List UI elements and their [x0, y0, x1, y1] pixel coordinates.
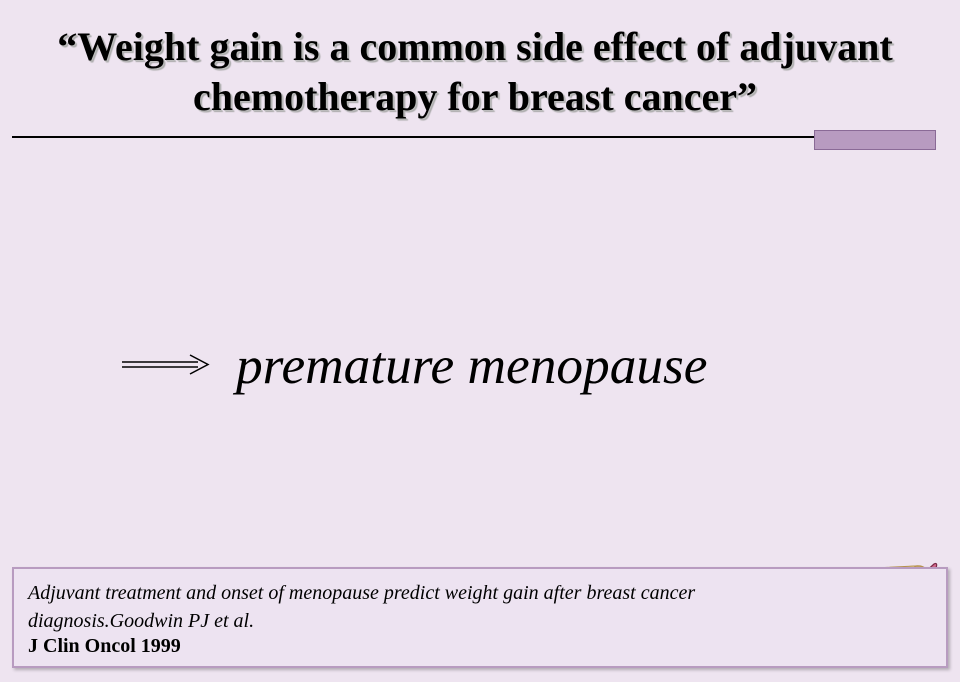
title-divider: [12, 136, 936, 166]
citation-box: Adjuvant treatment and onset of menopaus…: [12, 567, 948, 668]
divider-accent-box: [814, 130, 936, 150]
citation-journal: J Clin Oncol 1999: [28, 635, 846, 658]
citation-text: Adjuvant treatment and onset of menopaus…: [28, 579, 846, 635]
title-line-2: chemotherapy for breast cancer”: [18, 72, 932, 122]
divider-line: [12, 136, 936, 138]
slide: “Weight gain is a common side effect of …: [0, 0, 960, 682]
center-text: premature menopause: [236, 334, 707, 396]
slide-title: “Weight gain is a common side effect of …: [18, 22, 932, 122]
arrow-right-icon: [120, 350, 216, 380]
title-line-1: “Weight gain is a common side effect of …: [18, 22, 932, 72]
center-callout: premature menopause: [120, 330, 840, 400]
